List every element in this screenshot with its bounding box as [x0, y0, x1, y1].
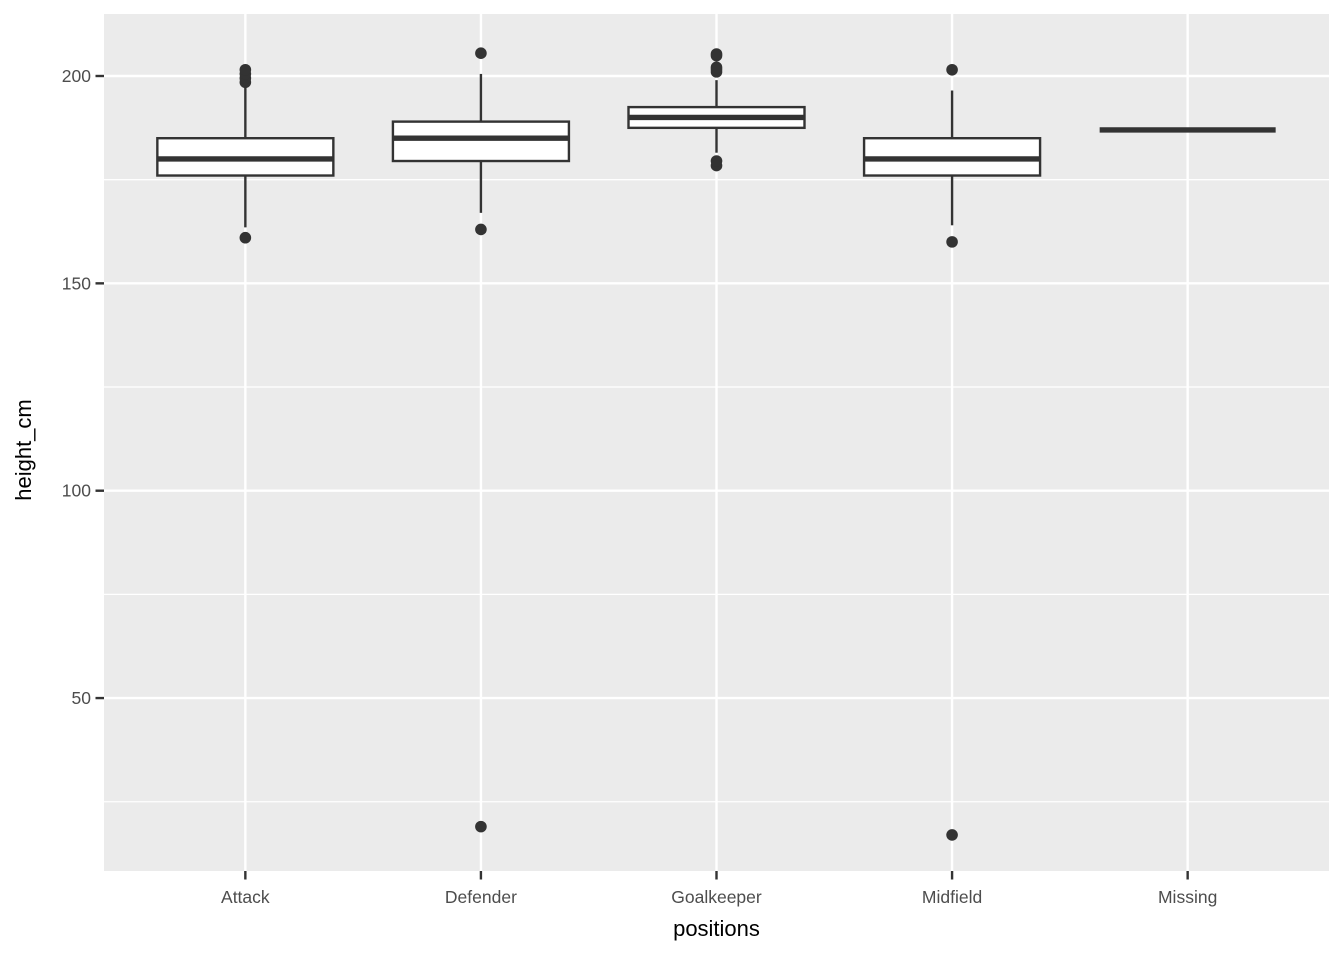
outlier-goalkeeper-6 [710, 155, 723, 167]
y-tick-label-100: 100 [62, 481, 91, 501]
outlier-attack-3 [239, 63, 252, 76]
x-tick-label-missing: Missing [1158, 887, 1217, 907]
outlier-midfield-1 [946, 236, 958, 248]
outlier-attack-4 [239, 231, 252, 244]
x-tick-label-midfield: Midfield [922, 887, 982, 907]
box-defender [391, 120, 571, 163]
x-tick-label-defender: Defender [445, 887, 517, 907]
outlier-goalkeeper-2 [710, 61, 723, 74]
x-axis-title: positions [673, 916, 760, 941]
outlier-defender-2 [475, 820, 487, 833]
outlier-defender-0 [475, 47, 487, 59]
y-tick-label-200: 200 [62, 66, 91, 86]
x-tick-label-goalkeeper: Goalkeeper [671, 887, 762, 907]
y-axis-title: height_cm [11, 399, 36, 501]
outlier-goalkeeper-4 [710, 48, 723, 60]
outlier-defender-1 [475, 223, 487, 236]
x-tick-label-attack: Attack [221, 887, 270, 907]
y-tick-label-150: 150 [62, 273, 91, 293]
outlier-midfield-0 [946, 63, 958, 76]
outlier-midfield-2 [946, 829, 958, 841]
y-tick-label-50: 50 [72, 688, 92, 708]
